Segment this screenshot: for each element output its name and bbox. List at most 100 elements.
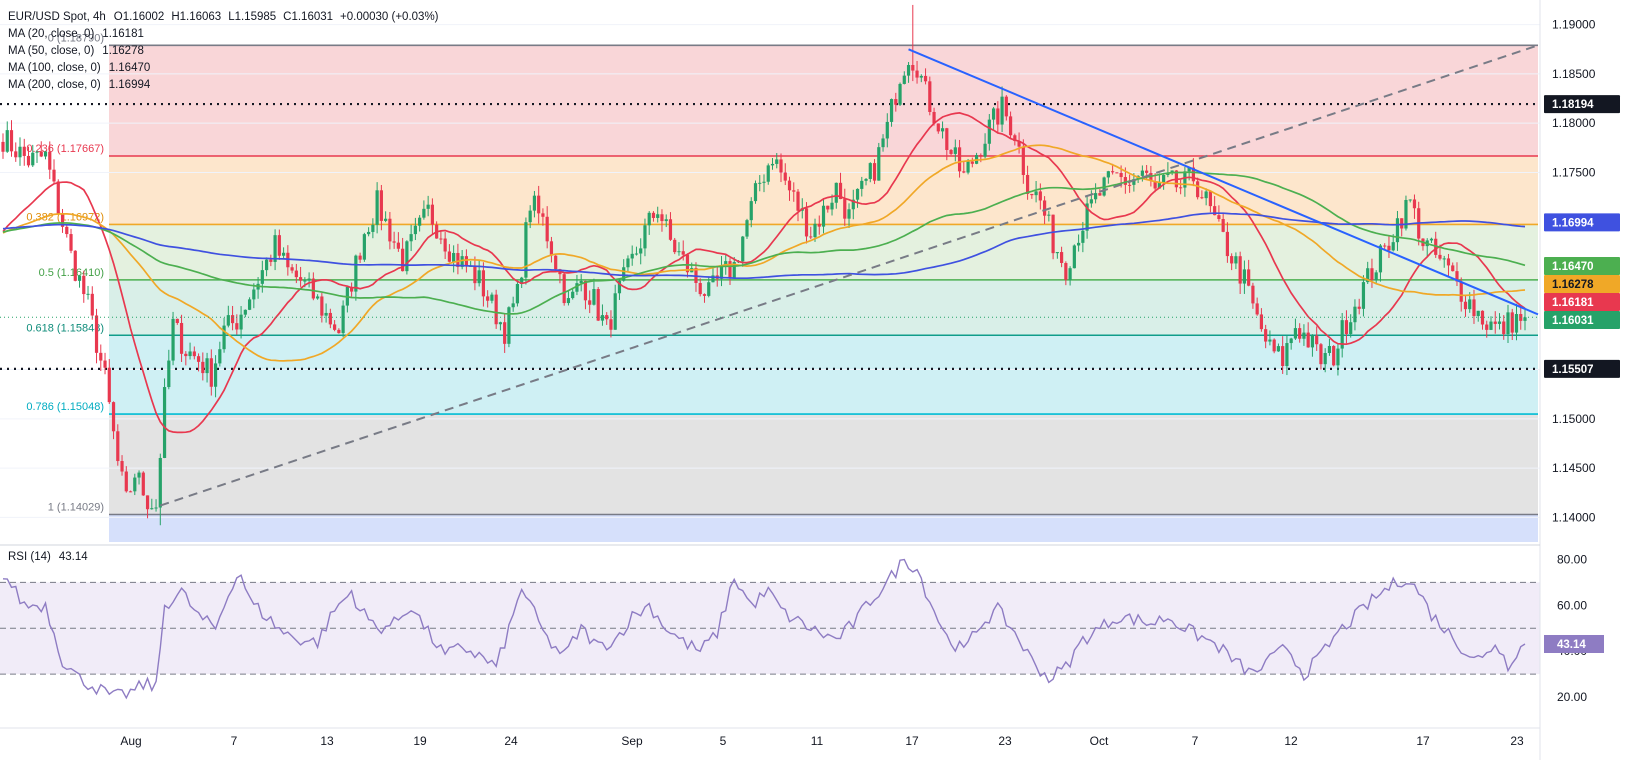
candle-body [541, 213, 545, 217]
candle-body [1247, 269, 1251, 286]
candle-body [1170, 170, 1174, 173]
candle-body [647, 212, 651, 226]
fib-label: 0.236 (1.17667) [26, 143, 104, 155]
candle-body [1514, 314, 1519, 333]
candle-body [843, 199, 847, 219]
candle-body [1017, 141, 1021, 147]
candle-body [137, 472, 141, 478]
candle-body [1042, 200, 1047, 216]
candle-body [1230, 256, 1234, 264]
ma-legend-value: 1.16278 [102, 45, 144, 57]
candle-body [562, 274, 566, 304]
candle-body [1400, 218, 1404, 229]
candle-body [902, 75, 906, 84]
candle-body [1213, 206, 1217, 216]
candle-body [235, 323, 239, 330]
candle-body [826, 205, 830, 210]
candle-body [103, 360, 107, 368]
candle-body [889, 99, 894, 122]
candle-body [281, 252, 286, 256]
candle-body [230, 315, 235, 324]
candle-body [307, 278, 311, 281]
candle-body [711, 275, 715, 283]
price-tick: 1.15000 [1552, 412, 1596, 426]
candle-body [724, 261, 728, 266]
candle-body [911, 65, 915, 71]
candle-body [460, 256, 464, 267]
candle-body [1323, 353, 1327, 365]
candle-body [162, 387, 167, 458]
candle-body [1115, 172, 1119, 174]
price-tag [1544, 95, 1620, 114]
time-tick: 7 [1192, 734, 1199, 748]
candle-body [73, 250, 77, 281]
ma-legend-label: MA (200, close, 0) [8, 79, 101, 91]
candle-body [486, 296, 490, 301]
candle-body [1072, 245, 1076, 269]
time-tick: 17 [905, 734, 919, 748]
candle-body [877, 147, 881, 181]
candle-body [1395, 218, 1400, 243]
candle-body [554, 255, 558, 270]
time-tick: 24 [504, 734, 518, 748]
candle-body [1485, 324, 1489, 330]
ma-line [2, 112, 1526, 434]
candle-body [133, 477, 137, 492]
candle-body [1111, 171, 1115, 173]
candle-body [528, 210, 532, 223]
candle-body [1306, 332, 1310, 348]
candle-body [1523, 317, 1527, 321]
candle-body [681, 251, 685, 255]
candle-body [418, 217, 422, 226]
candle-body [111, 402, 116, 432]
candle-body [239, 314, 243, 330]
candle-body [1476, 310, 1480, 317]
ohlc-value: +0.00030 (+0.03%) [340, 11, 439, 23]
candle-body [396, 242, 400, 249]
candle-body [515, 283, 520, 304]
time-tick: 23 [998, 734, 1012, 748]
candle-body [379, 190, 383, 221]
candle-body [456, 252, 460, 267]
candle-body [745, 220, 749, 237]
candle-body [1119, 172, 1123, 178]
candle-body [639, 248, 643, 254]
candle-body [1187, 167, 1191, 172]
price-tag-label: 1.15507 [1552, 364, 1594, 376]
candle-body [872, 163, 877, 181]
candle-body [817, 223, 821, 227]
candle-body [341, 305, 345, 334]
fib-label: 0 (1.18790) [48, 32, 104, 44]
candle-body [1, 141, 5, 152]
candle-body [932, 111, 936, 124]
candle-body [634, 253, 639, 255]
candle-body [1336, 348, 1340, 366]
candle-body [481, 270, 486, 297]
price-tag [1544, 257, 1620, 275]
ma-legend-label: MA (100, close, 0) [8, 62, 101, 74]
candle-body [732, 262, 736, 278]
price-tag-label: 1.16031 [1552, 315, 1594, 327]
candle-body [201, 361, 205, 374]
candle-body [1489, 321, 1493, 330]
price-tag-label: 1.16470 [1552, 261, 1594, 273]
candle-body [860, 180, 864, 189]
candle-body [1438, 254, 1442, 259]
candle-body [1459, 281, 1463, 302]
price-tag [1544, 311, 1620, 329]
time-tick: 19 [413, 734, 427, 748]
candle-body [9, 130, 14, 152]
candle-body [520, 277, 524, 284]
candle-body [422, 208, 426, 218]
candle-body [150, 508, 154, 510]
time-tick: Sep [621, 734, 643, 748]
candle-body [957, 147, 962, 172]
level-lines: 0 (1.18790) 0.236 (1.17667) 0.382 (1.16972… [0, 32, 1540, 516]
candle-body [1225, 231, 1230, 257]
candle-body [936, 123, 940, 132]
rsi-line [2, 558, 1526, 700]
candle-body [22, 146, 26, 156]
candle-body [426, 204, 430, 209]
